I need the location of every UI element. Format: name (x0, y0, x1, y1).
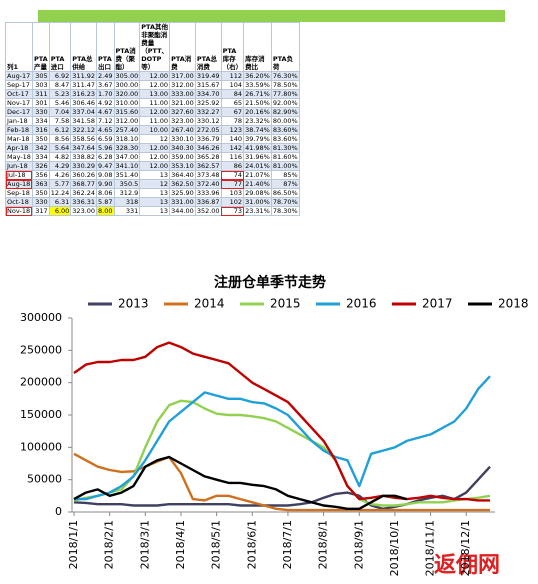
table-row: Oct-17 311 5.23 316.23 1.70 320.00 13.00 333.00… (5, 89, 300, 99)
column-header: PTA产量 (31, 22, 50, 72)
legend-label: 2018 (498, 297, 529, 311)
table-row: Nov-18 317 6.00 323.00 8.00 331 13 344.00 352.00… (5, 206, 300, 216)
y-tick-label: 200000 (20, 376, 62, 389)
column-header: PTA总供给 (70, 22, 98, 72)
series-line (73, 455, 408, 510)
x-tick-label: 2018/4/1 (174, 520, 187, 569)
column-header: PTA其他非聚酯消费量（PTT、DOTP等） (139, 22, 171, 72)
y-tick-label: 300000 (20, 311, 62, 324)
table-cell: 78.30% (270, 206, 300, 216)
legend-label: 2014 (194, 297, 225, 311)
x-tick-label: 2018/8/1 (317, 520, 330, 569)
x-tick-label: 2018/11/1 (424, 520, 437, 576)
header-band (38, 10, 505, 22)
x-tick-label: 2018/2/1 (103, 520, 116, 569)
y-tick-label: 250000 (20, 343, 62, 356)
table-cell: Nov-18 (5, 206, 33, 216)
x-tick-label: 2018/6/1 (245, 520, 258, 569)
x-tick-label: 2018/5/1 (210, 520, 223, 569)
x-tick-label: 2018/7/1 (281, 520, 294, 569)
table-row: Aug-18 363 5.77 368.77 9.90 350.5 12 362.50 372.… (5, 179, 300, 189)
series-line (73, 465, 491, 510)
y-tick-label: 50000 (27, 473, 62, 486)
series-line (74, 375, 491, 501)
y-tick-label: 0 (55, 505, 62, 518)
table-row: Oct-18 330 6.31 336.31 5.87 318 13 331.00 336.87… (5, 197, 300, 207)
legend-label: 2015 (270, 297, 301, 311)
x-tick-label: 2018/9/1 (352, 520, 365, 569)
table: 列1 PTA产量 PTA进口 PTA总供给 PTA出口 PTA消费（聚酯） PTA其他非聚酯… (5, 22, 300, 216)
series-line (73, 341, 490, 502)
watermark: 返佣网 (434, 552, 500, 578)
column-header: PTA库存（右） (220, 22, 245, 72)
legend-label: 2017 (422, 297, 453, 311)
table-row: Jun-18 326 4.29 330.29 9.47 341.10 12.00 353.10… (5, 161, 300, 171)
column-header: 列1 (5, 22, 33, 72)
table-cell: 317 (31, 206, 50, 216)
table-row: Aug-17 305 6.92 311.92 2.49 305.00 12.00 317.00… (5, 71, 300, 81)
table-cell: 13 (139, 206, 171, 216)
column-header: PTA消费 (169, 22, 196, 72)
chart-title: 注册仓单季节走势 (214, 274, 326, 291)
column-header: PTA消费（聚酯） (113, 22, 141, 72)
series-line (73, 452, 490, 512)
table-cell: 352.00 (194, 206, 222, 216)
x-tick-label: 2018/10/1 (388, 520, 401, 576)
x-tick-label: 2018/1/1 (67, 520, 80, 569)
table-cell: 8.00 (96, 206, 115, 216)
table-row: Mar-18 350 8.56 358.56 6.59 318.10 12 330.10 336… (5, 134, 300, 144)
column-header: PTA进口 (48, 22, 72, 72)
legend-label: 2013 (118, 297, 149, 311)
y-tick-label: 100000 (20, 440, 62, 453)
column-header: PTA总消费 (194, 22, 222, 72)
series-line (73, 399, 491, 507)
table-row: Sep-18 350 12.24 362.24 8.06 312.9 13 325.90 333… (5, 188, 300, 198)
x-tick-label: 2018/3/1 (138, 520, 151, 569)
column-header: 库存消费比 (243, 22, 272, 72)
column-header: PTA负荷 (270, 22, 300, 72)
table-row: Jan-18 334 7.58 341.58 7.12 312.00 11.00 323.00… (5, 116, 300, 126)
y-tick-label: 150000 (20, 408, 62, 421)
legend-label: 2016 (346, 297, 377, 311)
x-tick-label: 2018/12/1 (459, 520, 472, 576)
